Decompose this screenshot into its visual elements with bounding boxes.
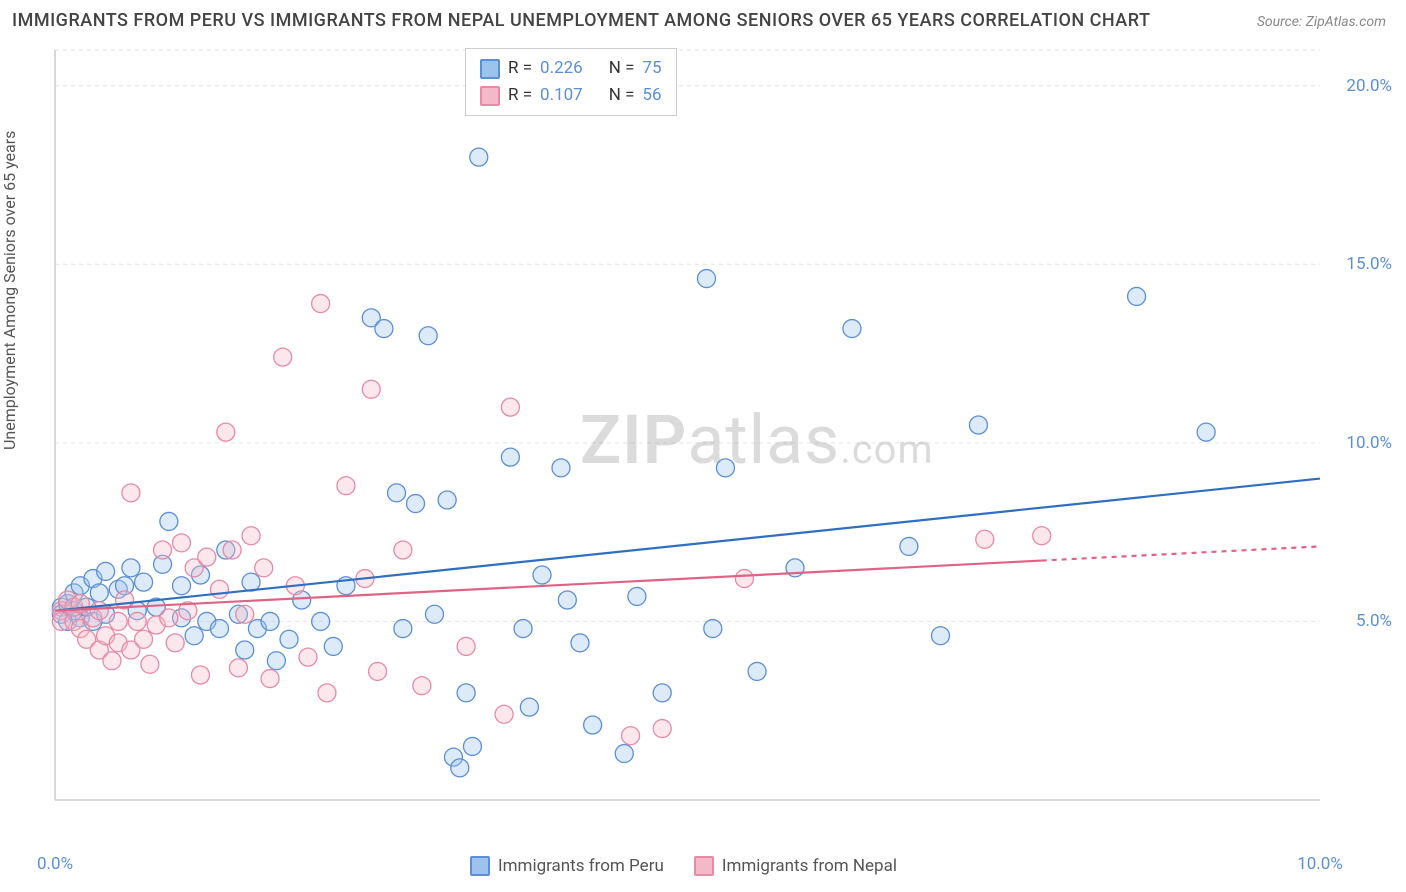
legend-r-label: R = <box>508 55 532 82</box>
plot-svg <box>45 40 1385 840</box>
scatter-plot <box>45 40 1385 840</box>
legend-swatch <box>694 856 714 876</box>
legend-n-label: N = <box>609 82 635 109</box>
y-tick-label: 20.0% <box>1346 76 1392 96</box>
legend-swatch <box>480 59 500 79</box>
y-tick-label: 10.0% <box>1346 433 1392 453</box>
legend-item: Immigrants from Peru <box>470 856 664 876</box>
x-tick-label: 10.0% <box>1297 854 1343 874</box>
legend-item: Immigrants from Nepal <box>694 856 897 876</box>
x-tick-label: 0.0% <box>37 854 73 874</box>
legend-n-value: 56 <box>642 82 661 109</box>
correlation-legend: R = 0.226 N = 75 R = 0.107 N = 56 <box>465 48 677 116</box>
legend-label: Immigrants from Nepal <box>722 856 897 876</box>
legend-swatch <box>470 856 490 876</box>
legend-n-value: 75 <box>642 55 661 82</box>
legend-r-value: 0.107 <box>540 82 583 109</box>
legend-swatch <box>480 86 500 106</box>
legend-label: Immigrants from Peru <box>498 856 664 876</box>
legend-row: R = 0.107 N = 56 <box>480 82 662 109</box>
series-legend: Immigrants from Peru Immigrants from Nepa… <box>470 856 897 876</box>
legend-row: R = 0.226 N = 75 <box>480 55 662 82</box>
source-label: Source: ZipAtlas.com <box>1257 14 1386 30</box>
legend-n-label: N = <box>609 55 635 82</box>
chart-title: IMMIGRANTS FROM PERU VS IMMIGRANTS FROM … <box>12 10 1150 31</box>
legend-r-value: 0.226 <box>540 55 583 82</box>
legend-r-label: R = <box>508 82 532 109</box>
y-tick-label: 5.0% <box>1356 611 1392 631</box>
y-tick-label: 15.0% <box>1346 254 1392 274</box>
y-axis-label: Unemployment Among Seniors over 65 years <box>0 131 19 450</box>
